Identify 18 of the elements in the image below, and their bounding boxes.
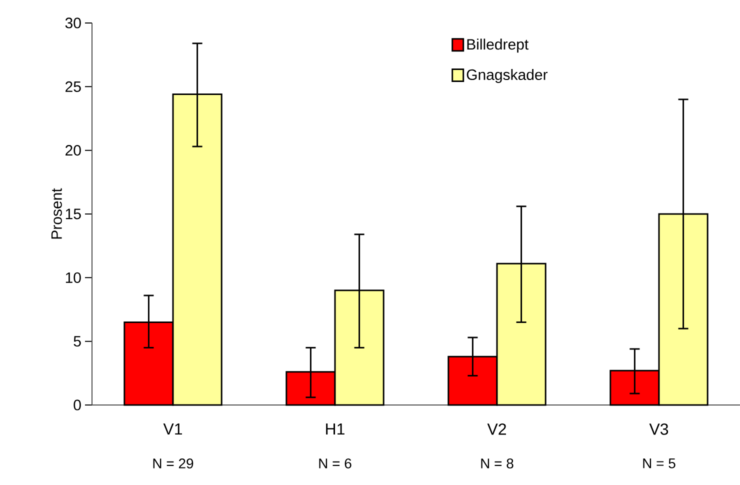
y-tick-label: 10 [66,272,81,283]
y-tick-label: 15 [66,208,81,220]
legend-label: Gnagskader [466,69,548,83]
y-tick-label: 5 [74,336,81,347]
y-tick-label: 25 [66,81,81,92]
text: N = 29 [153,458,194,468]
x-tick-label: V3 [649,424,668,435]
y-axis-title: Prosent [51,188,62,239]
y-tick-label: 0 [74,400,81,410]
y-tick-label: 30 [65,18,81,28]
y-tick-label: 20 [66,145,81,156]
text: N = 8 [481,458,514,468]
legend-label: Billedrept [467,38,529,53]
x-tick-label: V1 [163,424,182,435]
text: N = 5 [643,458,676,468]
x-tick-label: H1 [326,424,344,435]
x-tick-label: V2 [487,424,506,435]
text: N = 6 [319,458,352,468]
